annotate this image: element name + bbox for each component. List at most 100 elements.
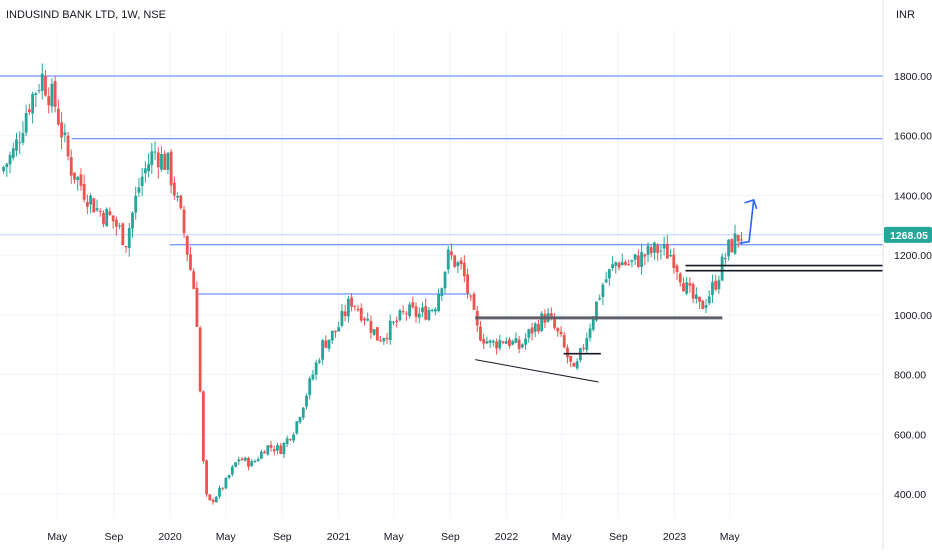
candle — [417, 307, 421, 324]
candle — [698, 296, 701, 309]
candle — [636, 249, 640, 268]
candle-body — [240, 458, 244, 461]
candle — [285, 435, 289, 448]
candle — [189, 246, 192, 271]
candle-body — [114, 219, 118, 227]
candle — [582, 344, 585, 352]
candle — [185, 235, 189, 262]
candle-body — [501, 341, 505, 343]
candle-body — [369, 320, 373, 333]
arrow-path — [739, 199, 755, 244]
candle-body — [630, 260, 634, 262]
candle — [346, 295, 350, 323]
candle-body — [279, 445, 283, 454]
x-tick-label: 2023 — [663, 531, 687, 543]
candle — [121, 222, 125, 246]
candle — [60, 112, 63, 150]
candle-body — [730, 239, 734, 253]
candle — [633, 253, 637, 266]
candle — [733, 224, 737, 256]
candle — [546, 308, 550, 323]
candle — [5, 162, 9, 177]
candle — [172, 176, 176, 200]
candle-body — [343, 311, 347, 317]
candle-body — [479, 326, 482, 341]
candle — [247, 456, 250, 471]
candle-body — [691, 284, 695, 299]
candle-body — [182, 209, 186, 234]
candle-body — [160, 154, 163, 170]
candle-body — [466, 274, 469, 294]
candle-body — [324, 340, 328, 348]
candle — [408, 302, 411, 319]
candle — [498, 334, 502, 351]
candle-body — [131, 212, 134, 229]
candle-body — [108, 211, 112, 215]
candle-body — [334, 330, 337, 333]
candle — [324, 335, 328, 349]
candle — [653, 241, 656, 260]
y-tick-label: 1000.00 — [894, 310, 932, 322]
candle-body — [469, 295, 473, 297]
candle-body — [50, 83, 54, 107]
candle — [665, 234, 669, 259]
candle-body — [540, 313, 544, 332]
candle-body — [707, 296, 711, 304]
candle-body — [556, 327, 560, 332]
candle — [575, 358, 579, 371]
x-tick-label: Sep — [441, 531, 460, 543]
candle-body — [221, 487, 225, 489]
candle — [627, 259, 631, 266]
candle-body — [2, 167, 5, 172]
candle-body — [192, 271, 196, 289]
candle — [218, 485, 221, 499]
candle-body — [598, 298, 602, 300]
candle — [53, 75, 57, 113]
candle-body — [172, 182, 176, 196]
candle-body — [633, 254, 637, 260]
candle-body — [34, 93, 38, 95]
candle — [372, 329, 376, 337]
candle — [508, 337, 511, 349]
x-tick-label: May — [720, 531, 741, 543]
candle-body — [533, 323, 537, 332]
x-tick-label: 2021 — [327, 531, 351, 543]
time-axis: May Sep 2020 May Sep 2021 May Sep 2022 May Sep 2023… — [47, 531, 740, 543]
candle-body — [98, 210, 102, 212]
candle-body — [653, 242, 656, 253]
candle — [540, 311, 544, 333]
candle — [617, 261, 621, 271]
x-tick-label: 2020 — [158, 531, 182, 543]
candle-body — [263, 451, 266, 454]
y-tick-label: 1400.00 — [894, 190, 932, 202]
candle-body — [472, 293, 476, 310]
candle — [727, 239, 730, 261]
candle-body — [8, 154, 12, 165]
candle-body — [424, 306, 428, 320]
candle — [421, 302, 424, 317]
candle — [153, 141, 157, 161]
candle-body — [417, 313, 421, 318]
candle — [714, 274, 718, 292]
candle-body — [124, 246, 128, 248]
candle — [482, 333, 486, 350]
candle-body — [40, 73, 44, 91]
candle — [414, 302, 418, 323]
candle — [292, 432, 295, 443]
candle — [382, 337, 386, 345]
candle — [137, 177, 141, 198]
candle-body — [392, 321, 395, 323]
candle-body — [572, 363, 576, 367]
candle-body — [366, 318, 370, 321]
candle — [607, 268, 611, 286]
candle — [11, 142, 15, 161]
candle — [298, 416, 302, 424]
candle-body — [591, 318, 595, 330]
candle-body — [443, 271, 447, 289]
candle-body — [250, 461, 254, 467]
candle — [730, 238, 734, 253]
candle-body — [585, 337, 589, 351]
candle — [89, 193, 92, 214]
